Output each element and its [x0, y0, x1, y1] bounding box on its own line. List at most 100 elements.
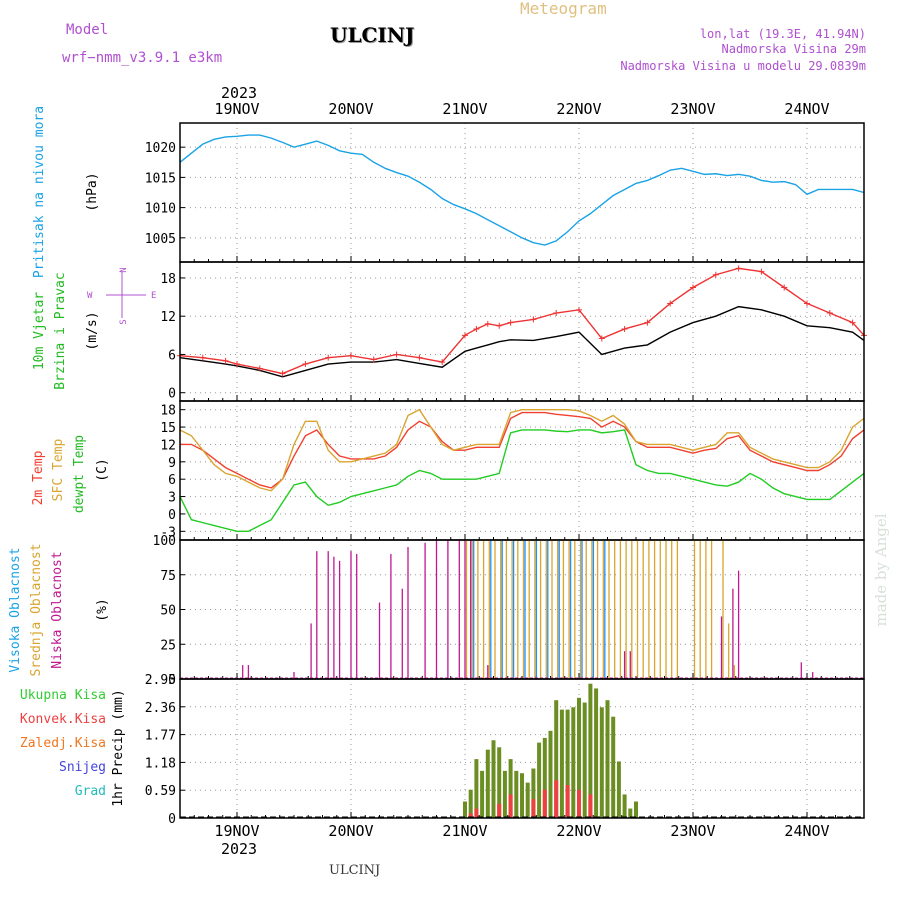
y-tick-label: 1020: [145, 141, 176, 156]
gust-marker: [804, 300, 810, 307]
bottom-day-label: 21NOV: [442, 822, 487, 840]
y-tick-label: 1010: [145, 202, 176, 217]
y-tick-label: 9: [168, 456, 176, 471]
precip-bar: [559, 709, 564, 818]
gust-marker: [598, 335, 605, 342]
precip-bar: [594, 688, 599, 818]
gust-marker: [735, 265, 742, 272]
bottom-day-label: 19NOV: [214, 822, 259, 840]
precip-bar: [571, 707, 576, 818]
altitude-label: Nadmorska Visina 29m: [722, 42, 867, 56]
y-tick-label: 18: [160, 404, 176, 419]
precip-bar: [588, 794, 593, 818]
gust-marker: [473, 325, 480, 332]
wind-unit: (m/s): [85, 311, 100, 350]
precip-legend-item: Ukupna Kisa: [20, 688, 106, 703]
precip-legend-item: Snijeg: [59, 760, 106, 775]
precip-bar: [577, 789, 581, 818]
footer-station: ULCINJ: [329, 863, 380, 878]
temp-unit: (C): [95, 458, 110, 481]
panel-1: 0 6 12 18: [160, 261, 867, 402]
compass-w: W: [87, 291, 93, 301]
compass-rose-icon: N S W E: [87, 267, 156, 324]
gust-marker: [667, 300, 674, 307]
series-line: [179, 267, 865, 375]
series-line: [179, 134, 865, 246]
gust-marker: [712, 271, 719, 278]
precip-bar: [577, 697, 581, 818]
temp-label-3: dewpt Temp: [72, 435, 87, 513]
gust-marker: [530, 316, 537, 323]
gust-marker: [462, 332, 468, 339]
precip-bar: [565, 785, 570, 818]
precip-bar: [531, 799, 536, 818]
y-tick-label: 6: [168, 348, 176, 363]
bottom-year-label: 2023: [221, 840, 257, 858]
gust-marker: [256, 365, 263, 372]
precip-bar: [491, 740, 496, 818]
gust-marker: [199, 354, 206, 361]
precip-bar: [497, 747, 502, 818]
precip-bar: [634, 801, 638, 818]
model-altitude-label: Nadmorska Visina u modelu 29.0839m: [620, 59, 866, 73]
precip-bar: [582, 702, 587, 818]
gust-marker: [393, 351, 400, 358]
y-tick-label: 6: [168, 473, 176, 488]
gust-marker: [781, 284, 788, 291]
panel-frame: [179, 122, 865, 263]
panel-frame: [179, 400, 865, 541]
gust-marker: [621, 325, 628, 332]
panel-frame: [179, 678, 865, 819]
precip-bar: [502, 770, 507, 818]
gust-marker: [484, 320, 491, 327]
gust-marker: [758, 268, 765, 275]
precip-bar: [508, 794, 513, 818]
pressure-unit: (hPa): [85, 172, 100, 211]
pressure-label: Pritisak na nivou mora: [32, 106, 47, 278]
precip-unit: 1hr Precip (mm): [111, 689, 126, 806]
precip-bar: [468, 789, 473, 818]
model-name: wrf−nmm_v3.9.1 e3km: [62, 50, 222, 66]
precip-bar: [485, 749, 490, 818]
cloud-label-2: Srednja Oblacnost: [29, 543, 44, 676]
precip-bar: [474, 759, 479, 818]
precip-legend: Ukupna Kisa Konvek.Kisa Zaledj.Kisa Snijeg G…: [20, 688, 106, 799]
precip-bar: [542, 789, 547, 818]
panels: 1005 1010 1015 1020 0 6 12 18 -3 0 3 6 9 12 15 18 0 25 50 7…: [145, 122, 867, 827]
precip-bar: [480, 770, 485, 818]
gust-marker: [325, 354, 332, 361]
compass-e: E: [151, 291, 156, 301]
y-tick-label: 1005: [145, 232, 176, 247]
y-tick-label: 1015: [145, 171, 176, 186]
gust-marker: [279, 370, 286, 377]
watermark: made by Angel: [872, 513, 890, 626]
y-tick-label: 15: [160, 421, 176, 436]
precip-bar: [514, 770, 519, 818]
series-line: [179, 305, 865, 378]
precip-bar: [531, 768, 536, 818]
gust-marker: [234, 361, 240, 368]
compass-s: S: [119, 319, 129, 324]
lonlat-label: lon,lat (19.3E, 41.94N): [700, 27, 866, 41]
top-day-label: 23NOV: [670, 100, 715, 118]
y-tick-label: 50: [160, 604, 176, 619]
precip-bar: [588, 683, 593, 818]
y-tick-label: 1.77: [145, 729, 176, 744]
y-tick-label: 3: [168, 491, 176, 506]
y-tick-label: 25: [160, 638, 176, 653]
y-tick-label: 75: [160, 569, 176, 584]
gust-marker: [576, 306, 582, 313]
gust-marker: [507, 319, 514, 326]
gust-marker: [826, 310, 833, 317]
top-day-label: 20NOV: [328, 100, 373, 118]
top-day-label: 19NOV: [214, 100, 259, 118]
top-day-label: 21NOV: [442, 100, 487, 118]
precip-bar: [599, 707, 604, 818]
gust-marker: [690, 284, 696, 291]
y-tick-label: 18: [160, 272, 176, 287]
y-tick-label: 0: [168, 387, 176, 402]
bottom-day-label: 24NOV: [784, 822, 829, 840]
wind-label-2: Brzina i Pravac: [53, 272, 68, 389]
y-tick-label: 12: [160, 438, 176, 453]
